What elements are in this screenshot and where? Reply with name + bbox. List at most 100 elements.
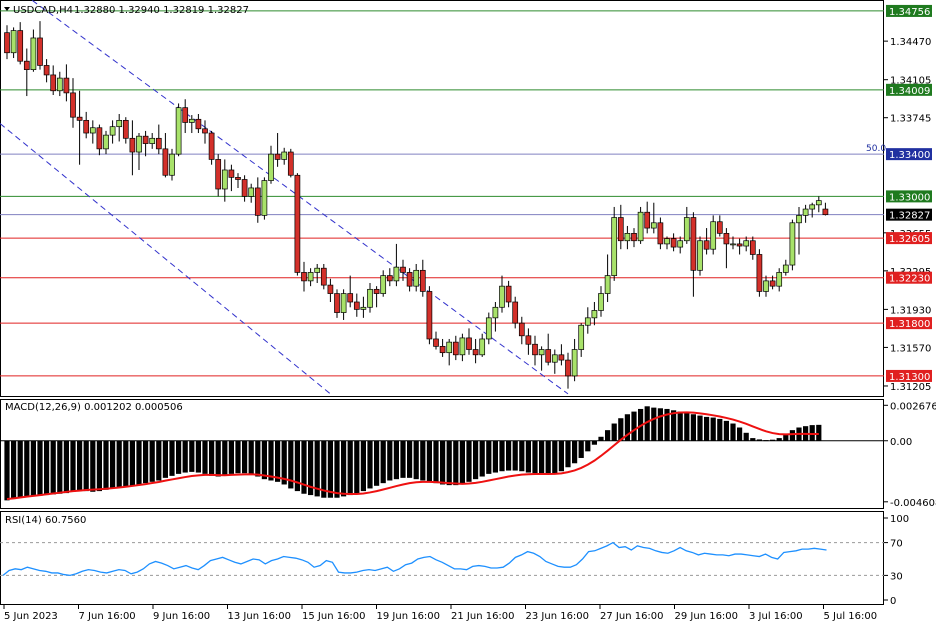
time-tick-label: 27 Jun 16:00 [600, 611, 664, 622]
candle [43, 59, 50, 83]
macd-bar [730, 423, 736, 441]
macd-bar [743, 432, 749, 441]
candle-body-bull [56, 77, 63, 92]
price-tick-label: 1.31205 [890, 382, 931, 393]
candle [360, 296, 367, 318]
macd-bar [70, 440, 76, 492]
candle-body-bear [327, 284, 334, 294]
candle-body-bear [83, 119, 90, 134]
time-tick-label: 23 Jun 16:00 [526, 611, 590, 622]
candle [347, 275, 354, 308]
macd-bar [816, 424, 822, 441]
candle [155, 124, 162, 155]
candle-body-bull [268, 153, 274, 181]
candle-body-bull [598, 293, 604, 311]
level-tag-label: 1.31800 [889, 319, 930, 330]
macd-bar [684, 412, 690, 441]
candle-body-bear [406, 272, 413, 287]
candle-body-bear [532, 343, 538, 356]
candle-body-bull [175, 107, 182, 155]
macd-bar [545, 440, 551, 474]
candle-body-bull [611, 217, 618, 276]
price-tick-label: 1.34470 [890, 37, 931, 48]
candle [611, 206, 618, 281]
candle [631, 228, 637, 248]
macd-bar [644, 406, 650, 441]
candle [545, 333, 552, 366]
candle-body-bear [512, 301, 519, 324]
candle [446, 338, 453, 366]
rsi-axis: 100 70 30 0 [884, 514, 909, 607]
macd-bar [737, 427, 743, 441]
candle [17, 22, 24, 65]
candle [175, 103, 182, 157]
candle [109, 120, 116, 144]
current-price-tag [886, 208, 932, 221]
macd-bar [182, 440, 188, 473]
candle-body-bull [683, 217, 690, 242]
candle-body-bull [730, 243, 736, 246]
candle-body-bear [142, 135, 149, 144]
candle [274, 133, 281, 167]
candle-body-bull [802, 208, 809, 216]
macd-bar [453, 440, 459, 486]
macd-bar [242, 440, 248, 474]
macd-bar [611, 423, 617, 441]
macd-bar [209, 440, 215, 476]
macd-bar [176, 440, 182, 474]
candle [340, 289, 347, 320]
level-tag-label: 1.33400 [889, 150, 930, 161]
macd-bar [50, 440, 56, 495]
macd-bar [294, 440, 300, 492]
macd-bar [525, 440, 531, 473]
candle-body-bull [743, 240, 750, 247]
candle [419, 259, 426, 297]
candle-body-bear [287, 151, 294, 176]
candle [413, 263, 420, 292]
candle-body-bull [393, 266, 400, 282]
macd-bar [723, 420, 729, 441]
candle [716, 215, 723, 237]
time-tick-label: 3 Jul 16:00 [749, 611, 803, 622]
candle-body-bull [340, 293, 347, 313]
macd-bar [519, 440, 525, 472]
candle-body-bull [789, 222, 796, 266]
candle [433, 331, 439, 350]
candle [63, 64, 70, 102]
candle-body-bull [584, 317, 591, 326]
macd-bar [671, 410, 677, 441]
time-tick-label: 29 Jun 16:00 [675, 611, 739, 622]
macd-bar [420, 440, 426, 481]
macd-bar [44, 440, 50, 496]
descending-channel [0, 0, 569, 395]
time-tick-label: 15 Jun 16:00 [302, 611, 366, 622]
candle [743, 236, 750, 252]
candle-body-bear [162, 148, 169, 176]
macd-bar [156, 440, 162, 481]
symbol-menu-triangle-icon[interactable] [4, 7, 10, 11]
candle-body-bull [281, 151, 288, 160]
macd-bar [690, 414, 696, 441]
macd-bar [149, 440, 155, 482]
macd-bar [129, 440, 135, 486]
candle-body-bear [426, 291, 433, 340]
candle-body-bull [479, 338, 486, 356]
candle [657, 217, 664, 250]
candle-body-bear [703, 240, 710, 250]
candle-body-bull [109, 126, 116, 136]
fib-level-annotation: 50.0 [866, 144, 886, 154]
candle [512, 296, 519, 329]
candle-body-bear [122, 119, 129, 139]
candle-body-bear [452, 341, 459, 356]
horizontal-levels: 50.0 [0, 10, 886, 377]
candle-body-bull [650, 222, 657, 229]
macd-tick-label: 0.002676 [890, 401, 936, 412]
macd-bar [572, 440, 578, 464]
candle-body-bear [749, 240, 756, 255]
candle [822, 202, 829, 216]
macd-bar [710, 417, 716, 441]
candle [518, 316, 525, 345]
candle-body-bull [637, 211, 644, 242]
candle [769, 275, 776, 290]
candle-body-bear [202, 128, 208, 134]
